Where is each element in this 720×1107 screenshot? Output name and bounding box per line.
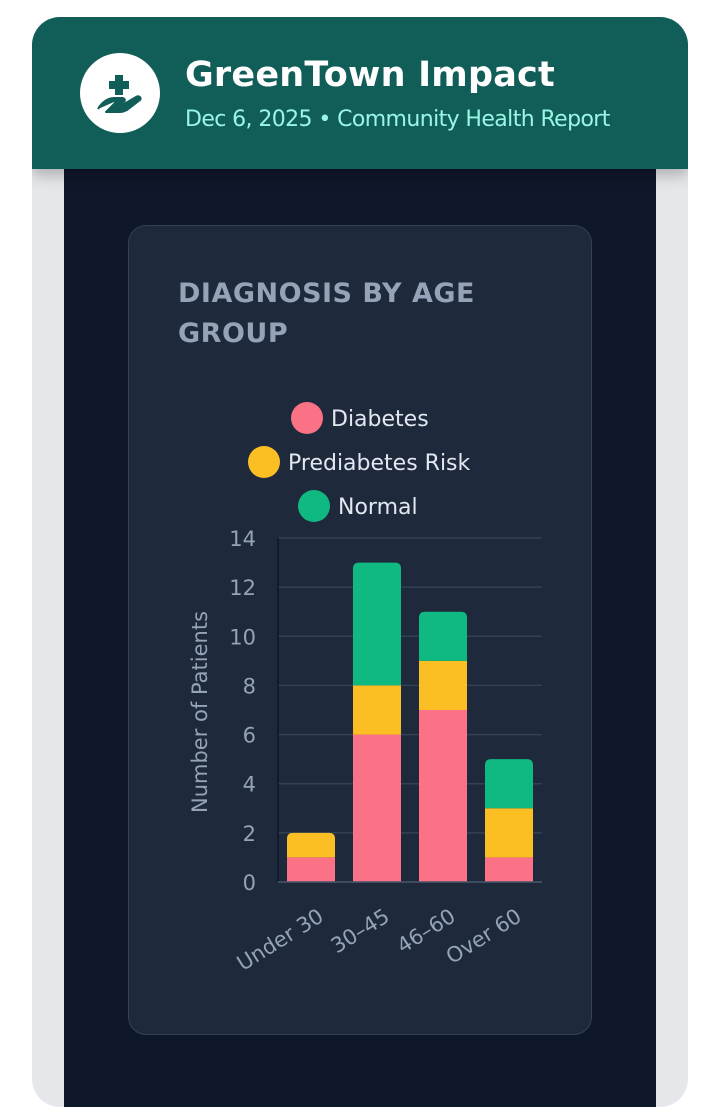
chart-card: DIAGNOSIS BY AGE GROUP Diabetes Prediabet… [128, 225, 592, 1035]
stacked-bar-chart: Diabetes Prediabetes Risk Normal 0 2 4 6 8 10 12 1… [188, 402, 542, 976]
bar-segment[interactable] [353, 685, 401, 735]
bar-segment[interactable] [353, 734, 401, 882]
bar-segment[interactable] [287, 857, 335, 882]
chart-title: DIAGNOSIS BY AGE GROUP [178, 278, 475, 349]
y-tick-label: 2 [243, 822, 256, 846]
legend-label-2: Normal [338, 495, 418, 520]
bar-segment[interactable] [485, 759, 533, 809]
bar-segment[interactable] [419, 710, 467, 882]
y-tick-label: 14 [229, 527, 256, 551]
legend-swatch-0 [291, 402, 323, 434]
legend-label-0: Diabetes [331, 407, 429, 432]
bar-segment[interactable] [287, 832, 335, 858]
y-tick-label: 6 [243, 724, 256, 748]
legend-swatch-2 [298, 490, 330, 522]
app-frame: GreenTown Impact Dec 6, 2025 • Community… [32, 17, 688, 1107]
app-title: GreenTown Impact [185, 55, 555, 95]
hand-with-medical-cross-icon [97, 75, 142, 113]
y-tick-label: 4 [243, 773, 256, 797]
legend-label-1: Prediabetes Risk [288, 451, 471, 476]
x-tick-label: Over 60 [442, 904, 526, 969]
report-subtitle: Dec 6, 2025 • Community Health Report [185, 107, 610, 132]
y-tick-label: 0 [243, 871, 256, 895]
content-area: DIAGNOSIS BY AGE GROUP Diabetes Prediabet… [64, 169, 656, 1107]
x-tick-label: Under 30 [233, 904, 328, 976]
bar-segment[interactable] [419, 611, 467, 661]
bar-segment[interactable] [353, 562, 401, 686]
y-tick-label: 12 [229, 576, 256, 600]
y-tick-label: 8 [243, 674, 256, 698]
y-axis-label: Number of Patients [188, 611, 212, 813]
x-tick-label: 30–45 [327, 904, 394, 958]
header-bar: GreenTown Impact Dec 6, 2025 • Community… [32, 17, 688, 169]
bar-segment[interactable] [485, 808, 533, 858]
y-tick-label: 10 [229, 625, 256, 649]
bar-segment[interactable] [485, 857, 533, 882]
legend-swatch-1 [248, 446, 280, 478]
bar-segment[interactable] [419, 660, 467, 710]
logo [80, 53, 160, 133]
